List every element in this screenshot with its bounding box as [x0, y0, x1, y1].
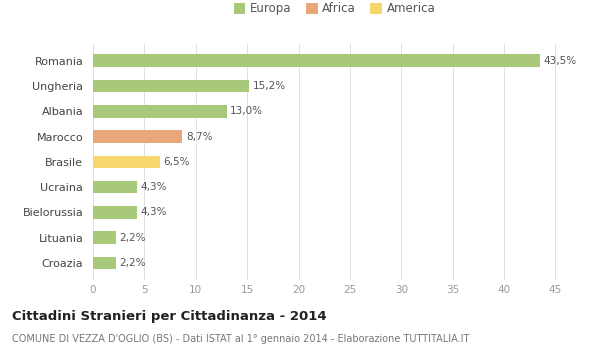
Bar	[93, 105, 227, 118]
Text: 4,3%: 4,3%	[141, 208, 167, 217]
Bar	[93, 155, 160, 168]
Text: 4,3%: 4,3%	[141, 182, 167, 192]
Text: Cittadini Stranieri per Cittadinanza - 2014: Cittadini Stranieri per Cittadinanza - 2…	[12, 310, 326, 323]
Legend: Europa, Africa, America: Europa, Africa, America	[229, 0, 440, 20]
Bar	[93, 231, 116, 244]
Bar	[93, 55, 540, 67]
Text: COMUNE DI VEZZA D'OGLIO (BS) - Dati ISTAT al 1° gennaio 2014 - Elaborazione TUTT: COMUNE DI VEZZA D'OGLIO (BS) - Dati ISTA…	[12, 334, 469, 344]
Bar	[93, 257, 116, 269]
Bar	[93, 130, 182, 143]
Bar	[93, 80, 249, 92]
Text: 13,0%: 13,0%	[230, 106, 263, 116]
Text: 8,7%: 8,7%	[186, 132, 212, 142]
Text: 43,5%: 43,5%	[544, 56, 577, 66]
Bar	[93, 206, 137, 219]
Text: 2,2%: 2,2%	[119, 258, 146, 268]
Text: 6,5%: 6,5%	[163, 157, 190, 167]
Bar	[93, 181, 137, 194]
Text: 2,2%: 2,2%	[119, 233, 146, 243]
Text: 15,2%: 15,2%	[253, 81, 286, 91]
